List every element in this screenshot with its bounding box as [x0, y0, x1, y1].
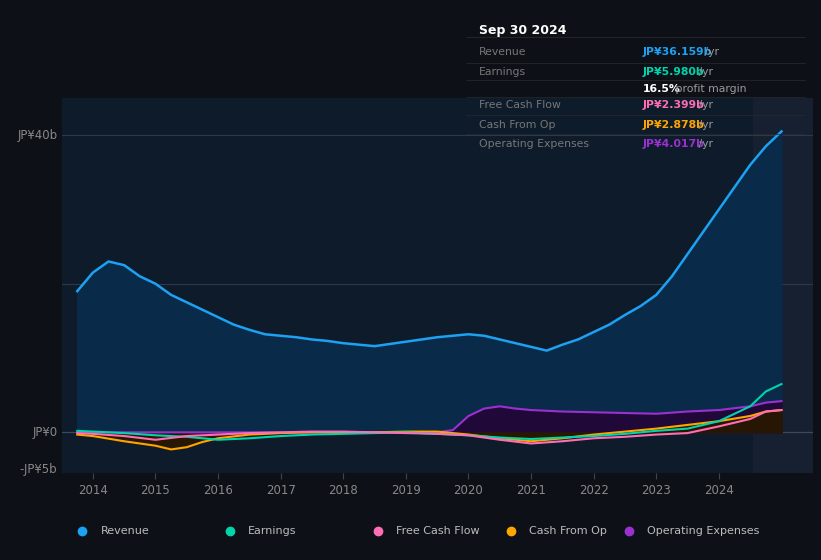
Text: Operating Expenses: Operating Expenses — [479, 139, 589, 149]
Text: /yr: /yr — [695, 67, 713, 77]
Text: 16.5%: 16.5% — [643, 83, 681, 94]
Text: Cash From Op: Cash From Op — [530, 526, 607, 535]
Text: JP¥2.399b: JP¥2.399b — [643, 100, 704, 110]
Text: /yr: /yr — [695, 139, 713, 149]
Text: Free Cash Flow: Free Cash Flow — [397, 526, 479, 535]
Text: /yr: /yr — [695, 100, 713, 110]
Text: Cash From Op: Cash From Op — [479, 120, 556, 129]
Text: -JP¥5b: -JP¥5b — [20, 463, 57, 476]
Text: Operating Expenses: Operating Expenses — [648, 526, 759, 535]
Bar — [754, 98, 813, 473]
Text: /yr: /yr — [695, 120, 713, 129]
Text: JP¥4.017b: JP¥4.017b — [643, 139, 704, 149]
Text: Earnings: Earnings — [249, 526, 297, 535]
Text: JP¥5.980b: JP¥5.980b — [643, 67, 704, 77]
Text: JP¥40b: JP¥40b — [17, 129, 57, 142]
Text: Revenue: Revenue — [479, 48, 526, 58]
Text: Sep 30 2024: Sep 30 2024 — [479, 24, 566, 37]
Text: JP¥36.159b: JP¥36.159b — [643, 48, 712, 58]
Text: /yr: /yr — [700, 48, 718, 58]
Text: JP¥0: JP¥0 — [32, 426, 57, 439]
Text: profit margin: profit margin — [672, 83, 746, 94]
Text: Earnings: Earnings — [479, 67, 526, 77]
Text: Free Cash Flow: Free Cash Flow — [479, 100, 561, 110]
Text: Revenue: Revenue — [101, 526, 149, 535]
Text: JP¥2.878b: JP¥2.878b — [643, 120, 704, 129]
